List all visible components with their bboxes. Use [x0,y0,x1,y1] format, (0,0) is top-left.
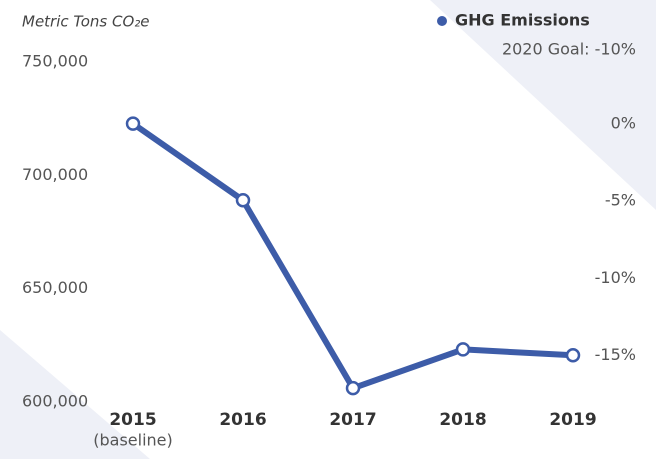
x-tick-label: 2017 [329,410,376,430]
y-tick-label: 700,000 [22,165,88,184]
y2-tick-label: -15% [595,345,636,364]
data-point [235,193,251,208]
data-point [455,342,471,357]
y-axis-label: Metric Tons CO₂e [22,13,150,31]
background-shape [0,330,150,459]
y2-tick-label: -5% [605,191,636,210]
background-shape [430,0,656,210]
x-tick-label: 2018 [439,410,486,430]
x-tick-label: 2015 [109,410,156,430]
data-point [565,348,581,363]
category-note: (baseline) [93,431,173,450]
y-tick-label: 750,000 [22,52,88,71]
y2-tick-label: 0% [611,113,636,132]
x-tick-label: 2016 [219,410,266,430]
data-point [345,380,361,396]
legend-label: GHG Emissions [455,11,590,30]
y2-tick-label: -10% [595,268,636,287]
y-tick-label: 600,000 [22,392,88,411]
annotation: 2020 Goal: -10% [502,40,636,59]
data-point [125,116,141,131]
x-tick-label: 2019 [549,410,596,430]
y-tick-label: 650,000 [22,278,88,297]
legend-marker [437,16,447,26]
data-line [131,121,574,392]
